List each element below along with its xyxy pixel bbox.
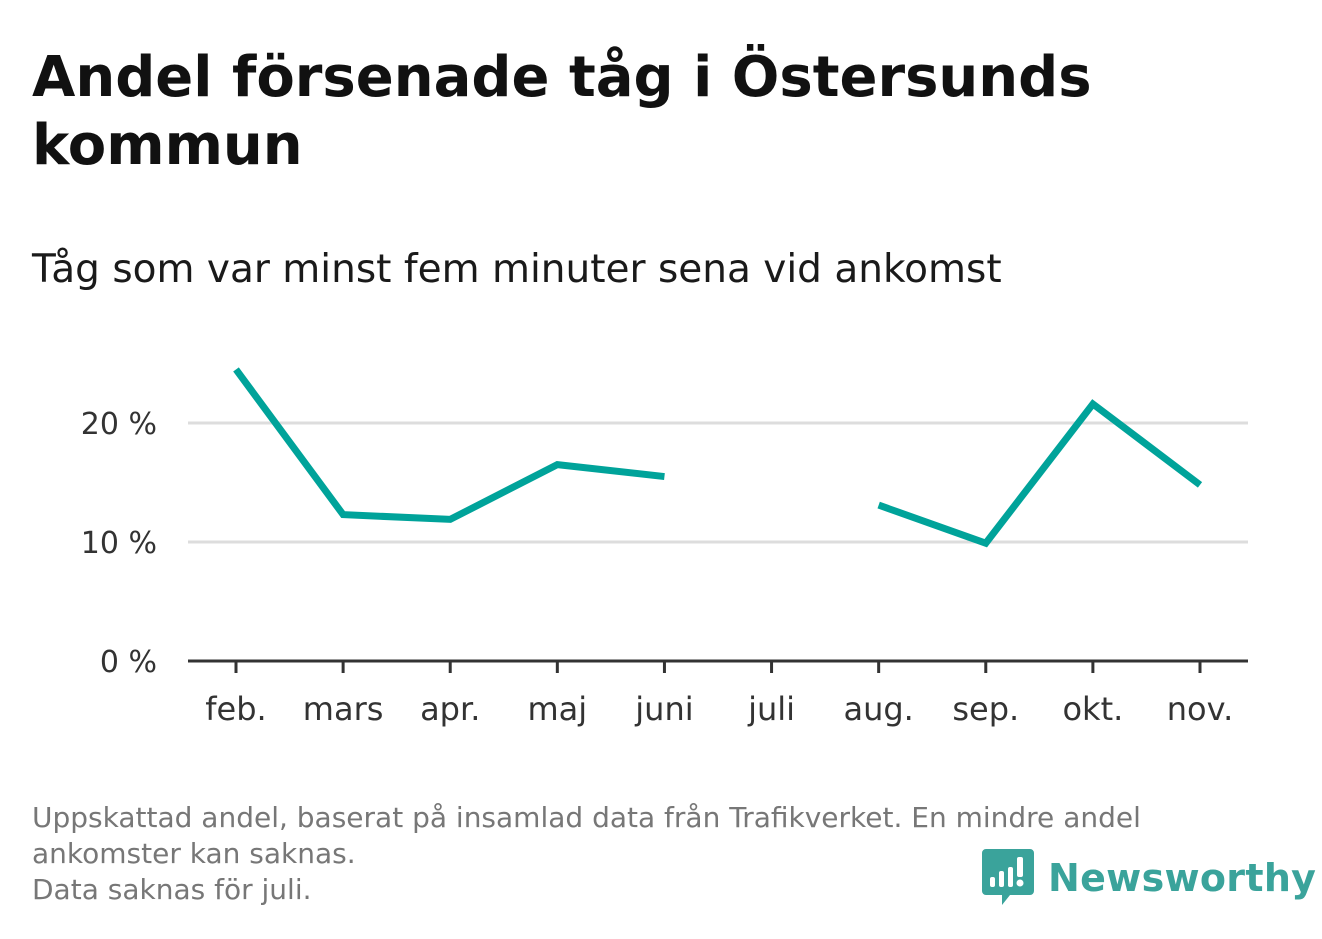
x-tick-label: maj — [527, 690, 587, 728]
line-chart: 0 % 10 % 20 % feb. mars apr. maj juni juli aug. s… — [81, 367, 1248, 728]
x-tick-label: juli — [747, 690, 795, 728]
x-tick-label: apr. — [420, 690, 480, 728]
series-line-segment — [877, 399, 1203, 548]
grid-lines — [188, 421, 1248, 544]
y-axis-ticks: 0 % 10 % 20 % — [81, 407, 157, 680]
y-tick-label: 0 % — [100, 645, 157, 680]
series-lines — [233, 367, 1203, 548]
x-tick-label: aug. — [843, 690, 913, 728]
chart-subtitle: Tåg som var minst fem minuter sena vid a… — [32, 247, 1002, 292]
x-tick-label: mars — [303, 690, 384, 728]
x-tick-label: okt. — [1062, 690, 1123, 728]
footnote-missing-data: Data saknas för juli. — [32, 873, 312, 906]
footnote-source: Uppskattad andel, baserat på insamlad da… — [32, 801, 1141, 870]
chart-title: Andel försenade tåg i Östersunds kommun — [32, 45, 1092, 178]
series-line-segment — [233, 367, 665, 523]
newsworthy-logo-icon — [982, 849, 1034, 905]
x-tick-label: sep. — [952, 690, 1019, 728]
x-tick-label: nov. — [1167, 690, 1233, 728]
brand-logo: Newsworthy — [980, 846, 1316, 910]
brand-name: Newsworthy — [1048, 856, 1317, 900]
y-tick-label: 20 % — [81, 407, 157, 442]
x-tick-label: feb. — [205, 690, 266, 728]
y-tick-label: 10 % — [81, 526, 157, 561]
x-axis-ticks: feb. mars apr. maj juni juli aug. sep. okt. nov. — [205, 661, 1233, 728]
x-tick-label: juni — [634, 690, 693, 728]
footnote: Uppskattad andel, baserat på insamlad da… — [32, 800, 1282, 908]
